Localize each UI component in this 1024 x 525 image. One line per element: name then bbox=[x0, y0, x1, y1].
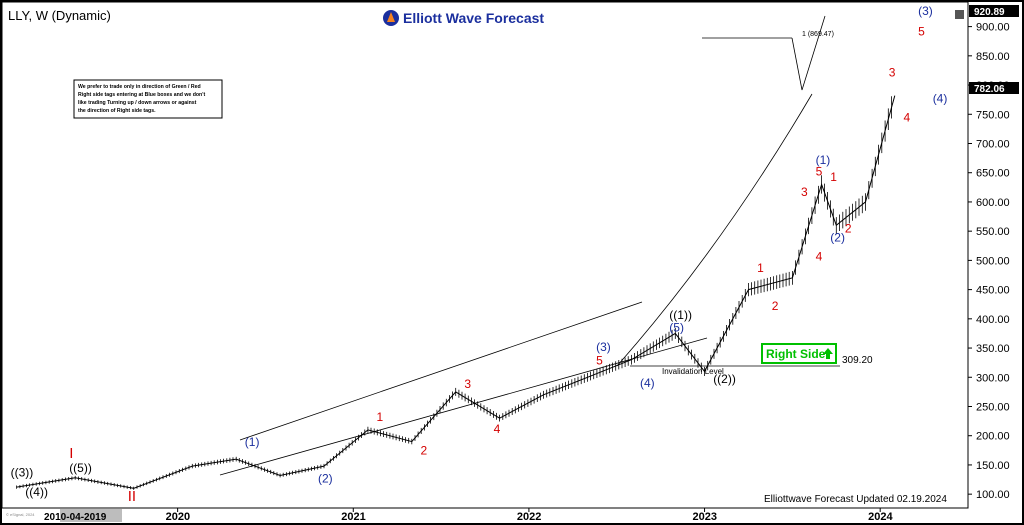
last-price-label: 782.06 bbox=[974, 84, 1005, 95]
x-tick-label: 2021 bbox=[341, 511, 365, 523]
wave-label: 3 bbox=[801, 185, 808, 199]
trend-lines bbox=[219, 15, 840, 476]
x-tick-label: 2023 bbox=[693, 511, 717, 523]
right-side-level: 309.20 bbox=[842, 355, 873, 366]
high-price-box bbox=[969, 5, 1019, 17]
target-label: 1 (869.47) bbox=[802, 31, 834, 38]
watermark: © eSignal, 2024 bbox=[6, 512, 35, 517]
wave-label: 2 bbox=[772, 299, 779, 313]
wave-label: 5 bbox=[918, 24, 925, 38]
y-tick-label: 300.00 bbox=[976, 372, 1010, 384]
wave-label: 3 bbox=[889, 65, 896, 79]
updated-label: Elliottwave Forecast Updated 02.19.2024 bbox=[764, 494, 947, 505]
symbol-label: LLY, W (Dynamic) bbox=[8, 8, 111, 23]
y-tick-label: 150.00 bbox=[976, 460, 1010, 472]
y-tick-label: 550.00 bbox=[976, 226, 1010, 238]
wave-label: (4) bbox=[640, 376, 655, 390]
y-tick-label: 850.00 bbox=[976, 51, 1010, 63]
note-line-4: the direction of Right side tags. bbox=[78, 108, 156, 114]
y-tick-label: 750.00 bbox=[976, 109, 1010, 121]
note-box bbox=[73, 79, 223, 119]
plot-area bbox=[2, 2, 969, 509]
note-line-1: We prefer to trade only in direction of … bbox=[78, 84, 201, 90]
y-tick-label: 100.00 bbox=[976, 489, 1010, 501]
x-cursor-box bbox=[60, 509, 122, 522]
wave-label: ((5)) bbox=[69, 461, 92, 475]
wave-label: 4 bbox=[904, 110, 911, 124]
wave-labels: ((3))((4))((5))III(1)(2)1234(3)5(4)((1))… bbox=[11, 4, 948, 505]
wave-label: II bbox=[128, 488, 136, 505]
panel-menu-icon[interactable] bbox=[955, 10, 964, 19]
wave-label: (2) bbox=[830, 231, 845, 245]
wave-label: ((4)) bbox=[25, 485, 48, 499]
arrow-up-icon bbox=[823, 348, 833, 359]
x-axis: 2020 2021 2022 2023 2024 bbox=[166, 508, 894, 523]
y-tick-label: 200.00 bbox=[976, 431, 1010, 443]
x-tick-label: 2022 bbox=[517, 511, 541, 523]
wave-label: (3) bbox=[918, 4, 933, 18]
wave-label: (1) bbox=[816, 153, 831, 167]
channel-lower-line bbox=[219, 337, 708, 476]
wave-label: 2 bbox=[421, 443, 428, 457]
right-side-tag: Right Side 309.20 Invalidation Level bbox=[662, 343, 873, 376]
projection-path bbox=[791, 15, 826, 91]
wave-label: 1 bbox=[830, 170, 837, 184]
wave-label: 3 bbox=[464, 377, 471, 391]
y-tick-label: 650.00 bbox=[976, 168, 1010, 180]
wave-label: (1) bbox=[245, 435, 260, 449]
price-series-line bbox=[16, 95, 896, 489]
x-first-label: 2010-04-2019 bbox=[44, 512, 107, 523]
right-side-label: Right Side bbox=[766, 347, 826, 361]
y-axis: 100.00 150.00 200.00 250.00 300.00 350.00 400.… bbox=[968, 22, 1010, 501]
y-tick-label: 350.00 bbox=[976, 343, 1010, 355]
wave-label: 4 bbox=[816, 249, 823, 263]
y-tick-label: 250.00 bbox=[976, 401, 1010, 413]
brand-name: Elliott Wave Forecast bbox=[403, 10, 544, 26]
logo-wave-icon bbox=[387, 12, 395, 22]
trading-note: We prefer to trade only in direction of … bbox=[73, 79, 223, 119]
y-tick-label: 400.00 bbox=[976, 314, 1010, 326]
note-line-3: like trading Turning up / down arrows or… bbox=[78, 100, 197, 106]
wave-label: 4 bbox=[494, 422, 501, 436]
wave-label: 1 bbox=[757, 261, 764, 275]
high-price-label: 920.89 bbox=[974, 7, 1005, 18]
impulse-trend-line bbox=[616, 93, 813, 367]
y-tick-label: 900.00 bbox=[976, 22, 1010, 34]
wave-label: 5 bbox=[816, 165, 823, 179]
y-tick-label: 500.00 bbox=[976, 255, 1010, 267]
y-tick-label: 450.00 bbox=[976, 285, 1010, 297]
wave-label: 1 bbox=[377, 410, 384, 424]
wave-label: ((3)) bbox=[11, 466, 34, 480]
y-tick-label: 600.00 bbox=[976, 197, 1010, 209]
y-tick-label: 700.00 bbox=[976, 138, 1010, 150]
invalidation-label: Invalidation Level bbox=[662, 367, 724, 376]
wave-label: (5) bbox=[669, 321, 684, 335]
wave-label: 5 bbox=[596, 353, 603, 367]
right-side-box bbox=[761, 343, 837, 364]
wave-label: (4) bbox=[933, 92, 948, 106]
wave-label: ((2)) bbox=[713, 372, 736, 386]
x-tick-label: 2024 bbox=[868, 511, 893, 523]
x-tick-label: 2020 bbox=[166, 511, 190, 523]
wave-label: 2 bbox=[845, 221, 852, 235]
wave-label: (3) bbox=[596, 340, 611, 354]
brand-logo: Elliott Wave Forecast bbox=[383, 10, 544, 26]
last-price-box bbox=[969, 82, 1019, 94]
note-line-2: Right side tags entering at Blue boxes a… bbox=[78, 92, 205, 98]
wave-label: ((1)) bbox=[669, 308, 692, 322]
wave-label: (2) bbox=[318, 472, 333, 486]
channel-upper-line bbox=[239, 301, 643, 441]
wave-label: I bbox=[69, 445, 73, 462]
